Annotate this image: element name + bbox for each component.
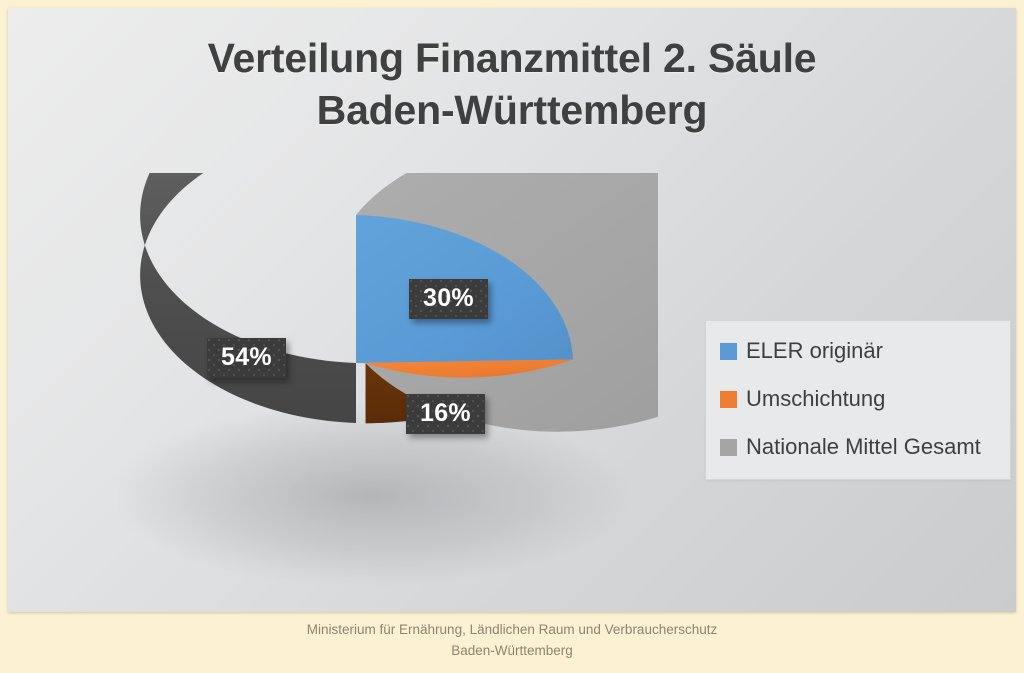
legend-label-national: Nationale Mittel Gesamt (746, 434, 981, 459)
legend-label-eler: ELER originär (746, 338, 883, 363)
pie-slice-umschichtung (356, 359, 573, 378)
slide-canvas: Verteilung Finanzmittel 2. Säule Baden-W… (8, 8, 1016, 612)
data-label-umschichtung: 16% (406, 394, 485, 434)
data-label-national: 54% (207, 338, 286, 378)
legend-swatch-icon-national (720, 438, 737, 456)
legend-item-umschichtung[interactable]: Umschichtung (720, 383, 1000, 415)
pie-ground-shadow (118, 403, 632, 587)
legend-item-eler[interactable]: ELER originär (720, 335, 1000, 367)
legend-item-national[interactable]: Nationale Mittel Gesamt (720, 431, 1000, 463)
legend-swatch-icon-eler (720, 342, 737, 360)
chart-legend: ELER originär Umschichtung Nationale Mit… (705, 320, 1011, 480)
legend-swatch-icon-umschichtung (720, 390, 737, 408)
legend-label-umschichtung: Umschichtung (746, 386, 886, 411)
slide-footer: Ministerium für Ernährung, Ländlichen Ra… (306, 622, 718, 658)
page-title: Verteilung Finanzmittel 2. Säule Baden-W… (207, 35, 817, 134)
pie-chart-svg (118, 173, 658, 587)
pie-chart-plot-area (118, 173, 658, 603)
data-label-eler: 30% (409, 279, 488, 319)
